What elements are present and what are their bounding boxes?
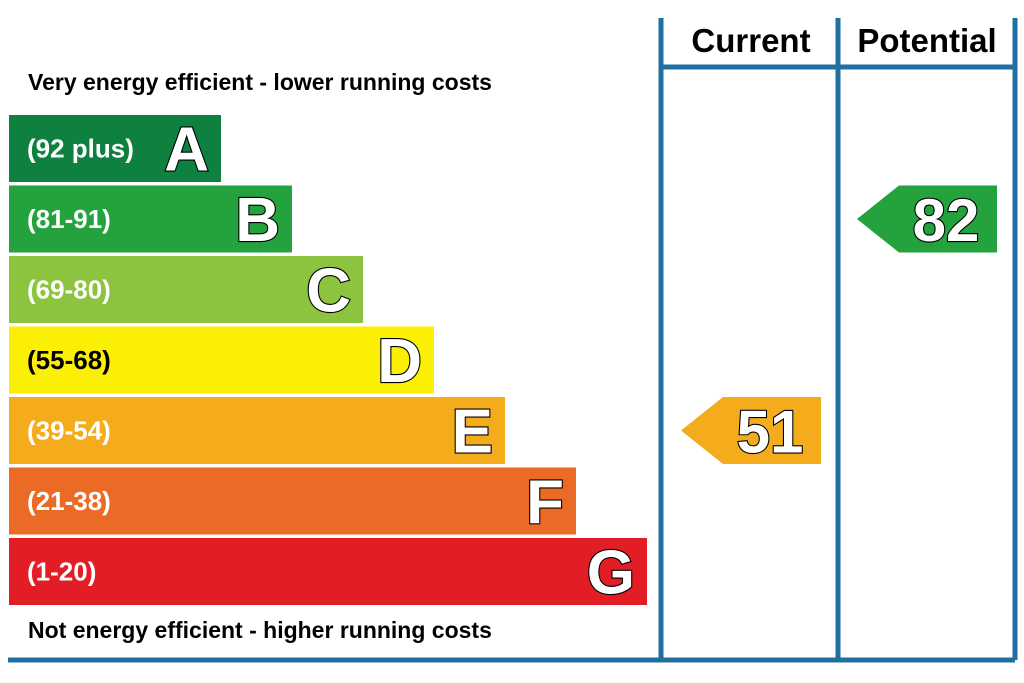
top-efficiency-label: Very energy efficient - lower running co…: [28, 69, 492, 95]
band-e: (39-54) E: [9, 396, 505, 468]
potential-rating-arrow-value: 82: [913, 187, 980, 254]
current-rating-arrow-value: 51: [737, 399, 804, 466]
band-range-a: (92 plus): [27, 134, 134, 164]
rating-bands: (92 plus) A(81-91) B(69-80) C(55-68) D(39-54…: [9, 114, 647, 609]
band-bar-c: [9, 256, 363, 323]
band-b: (81-91) B: [9, 185, 292, 256]
band-letter-f: F: [526, 468, 564, 537]
band-letter-g: G: [587, 539, 635, 608]
band-range-g: (1-20): [27, 557, 96, 587]
current-rating-arrow: 51: [681, 397, 821, 467]
band-letter-a: A: [164, 116, 209, 185]
band-range-f: (21-38): [27, 486, 111, 516]
band-bar-b: [9, 185, 292, 253]
potential-rating-arrow-shape: [857, 185, 997, 253]
current-rating-arrow-shape: [681, 397, 821, 464]
band-g: (1-20) G: [9, 537, 647, 609]
band-range-c: (69-80): [27, 275, 111, 305]
band-range-d: (55-68): [27, 345, 111, 375]
band-letter-e: E: [452, 398, 493, 467]
column-header-potential: Potential: [857, 22, 996, 59]
band-letter-c: C: [306, 257, 351, 326]
band-bar-a: [9, 115, 221, 182]
chart-frame: [8, 18, 1018, 663]
band-f: (21-38) F: [9, 467, 576, 538]
band-letter-d: D: [377, 327, 422, 396]
band-range-b: (81-91): [27, 204, 111, 234]
bottom-efficiency-label: Not energy efficient - higher running co…: [28, 617, 492, 643]
band-range-e: (39-54): [27, 416, 111, 446]
potential-rating-arrow: 82: [857, 185, 997, 255]
rating-arrows: 51 82: [681, 185, 997, 467]
band-bar-d: [9, 326, 434, 394]
band-c: (69-80) C: [9, 255, 363, 327]
band-letter-b: B: [235, 186, 280, 255]
band-d: (55-68) D: [9, 326, 434, 397]
band-bar-g: [9, 538, 647, 605]
band-bar-f: [9, 467, 576, 535]
column-header-current: Current: [691, 22, 810, 59]
band-bar-e: [9, 397, 505, 464]
band-a: (92 plus) A: [9, 114, 221, 186]
